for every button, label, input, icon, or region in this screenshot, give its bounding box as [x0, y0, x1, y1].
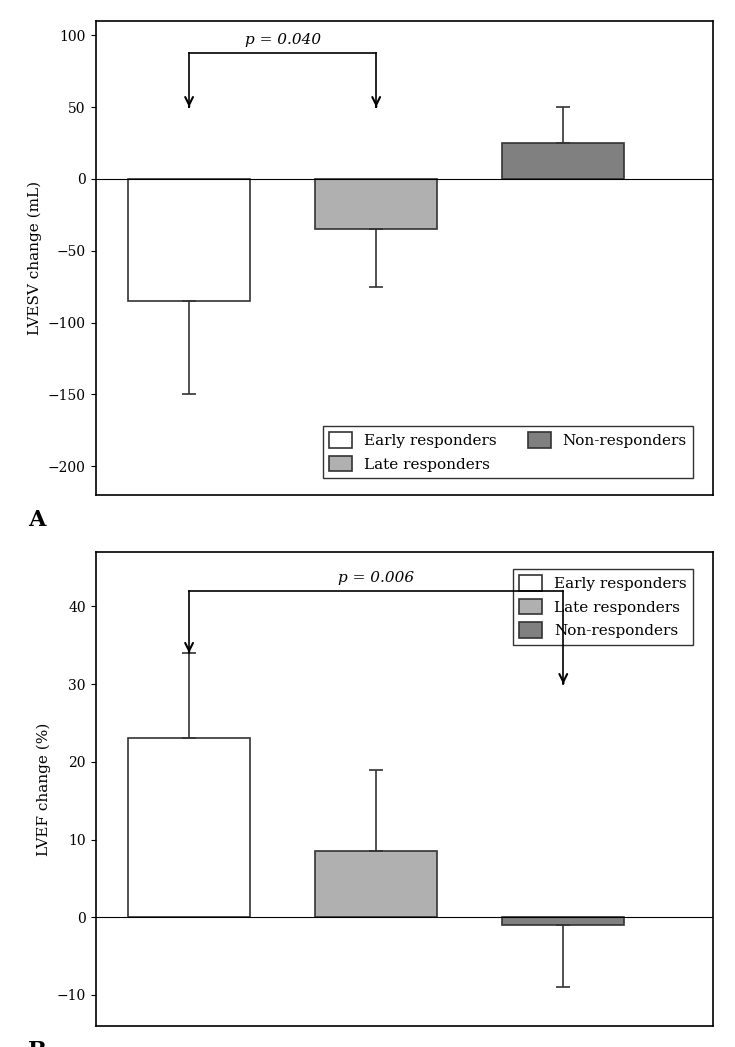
Text: p = 0.006: p = 0.006	[338, 571, 415, 585]
Bar	[315, 851, 437, 917]
Text: p = 0.040: p = 0.040	[245, 32, 320, 47]
Bar	[129, 179, 250, 302]
Bar	[315, 179, 437, 229]
Bar	[503, 917, 624, 925]
Bar	[503, 143, 624, 179]
Text: A: A	[28, 509, 45, 531]
Y-axis label: LVESV change (mL): LVESV change (mL)	[28, 181, 43, 335]
Bar	[129, 738, 250, 917]
Legend: Early responders, Late responders, Non-responders: Early responders, Late responders, Non-r…	[513, 570, 693, 645]
Y-axis label: LVEF change (%): LVEF change (%)	[37, 722, 51, 855]
Text: B: B	[28, 1041, 46, 1047]
Legend: Early responders, Late responders, Non-responders: Early responders, Late responders, Non-r…	[323, 426, 693, 477]
